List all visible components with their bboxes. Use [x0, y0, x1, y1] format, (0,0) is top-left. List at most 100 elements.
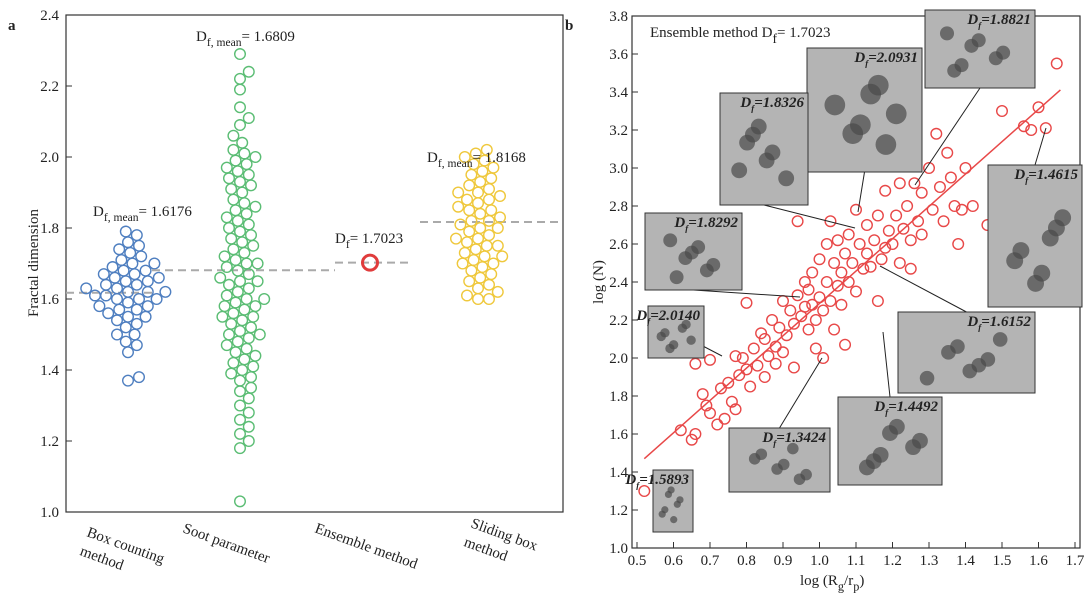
data-point — [780, 329, 793, 342]
data-point — [115, 253, 128, 266]
y-tick-label: 1.2 — [40, 434, 59, 450]
data-point — [700, 399, 713, 412]
y-tick-label: 1.0 — [40, 505, 59, 521]
data-point — [751, 359, 764, 372]
data-point — [828, 323, 841, 336]
data-point — [233, 385, 246, 398]
data-point — [233, 399, 246, 412]
data-point — [119, 335, 132, 348]
data-point — [231, 335, 244, 348]
text-part: D — [966, 314, 978, 330]
data-point — [948, 199, 961, 212]
plot-frame — [65, 14, 564, 513]
data-point — [465, 264, 478, 277]
data-point — [711, 418, 724, 431]
x-tick-label: 1.0 — [810, 553, 829, 569]
y-tick-label: 1.8 — [40, 221, 59, 237]
data-point — [244, 179, 257, 192]
data-point — [831, 279, 844, 292]
data-point — [879, 184, 892, 197]
data-point — [458, 150, 471, 163]
data-point — [130, 278, 143, 291]
data-point — [729, 350, 742, 363]
data-point — [494, 190, 507, 203]
inset-label: Df=1.6152 — [966, 314, 1031, 332]
data-point — [758, 333, 771, 346]
data-point — [119, 225, 132, 238]
data-point — [480, 239, 493, 252]
data-point — [233, 324, 246, 337]
data-point — [240, 342, 253, 355]
inset-particle — [691, 240, 706, 255]
data-point — [744, 380, 757, 393]
data-point — [148, 257, 161, 270]
data-point — [824, 215, 837, 228]
pointer-line — [779, 357, 823, 429]
inset-image — [647, 305, 705, 359]
data-point — [463, 179, 476, 192]
data-point — [240, 293, 253, 306]
data-point — [483, 182, 496, 195]
pointer-line — [693, 289, 801, 298]
panel-label: a — [8, 18, 16, 34]
data-point — [952, 237, 965, 250]
data-point — [846, 257, 859, 270]
data-point — [1032, 101, 1045, 114]
data-point — [463, 225, 476, 238]
data-point — [128, 268, 141, 281]
data-point — [472, 232, 485, 245]
data-point — [787, 361, 800, 374]
data-point — [483, 193, 496, 206]
data-point — [893, 257, 906, 270]
data-point — [99, 289, 112, 302]
inset-label: Df=1.8292 — [673, 215, 738, 233]
data-point — [806, 298, 819, 311]
text-part: =2.0931 — [868, 50, 918, 66]
data-point — [233, 101, 246, 114]
data-point — [824, 295, 837, 308]
y-tick-label: 1.8 — [609, 389, 628, 405]
y-tick-label: 1.0 — [609, 541, 628, 557]
data-point — [813, 253, 826, 266]
data-point — [227, 307, 240, 320]
inset-particle — [764, 144, 781, 161]
data-point — [450, 232, 463, 245]
text-part: ) — [859, 573, 864, 589]
data-point — [472, 186, 485, 199]
category-label: Soot parameter — [181, 521, 272, 567]
data-point — [472, 282, 485, 295]
y-tick-label: 2.2 — [40, 79, 59, 95]
data-point — [132, 293, 145, 306]
data-point — [467, 253, 480, 266]
data-point — [113, 303, 126, 316]
text-part: = 1.7023 — [350, 231, 403, 247]
inset-particle — [670, 516, 678, 524]
data-point — [227, 356, 240, 369]
data-point — [132, 371, 145, 384]
data-point — [718, 412, 731, 425]
data-point — [725, 395, 738, 408]
data-point — [240, 257, 253, 270]
x-tick-label: 0.6 — [664, 553, 683, 569]
category-label: Ensemble method — [313, 521, 420, 573]
data-point — [121, 346, 134, 359]
y-tick-label: 3.8 — [609, 9, 628, 25]
data-point — [842, 228, 855, 241]
text-part: = 1.8168 — [472, 150, 525, 166]
data-point — [955, 203, 968, 216]
data-point — [461, 193, 474, 206]
text-part: = 1.7023 — [777, 25, 830, 41]
x-tick-label: 1.5 — [993, 553, 1012, 569]
data-point — [461, 289, 474, 302]
pointer-line — [763, 204, 856, 229]
subscript: g — [838, 579, 844, 593]
data-point — [220, 261, 233, 274]
text-part: =2.0140 — [650, 308, 700, 324]
data-point — [904, 234, 917, 247]
y-tick-label: 2.0 — [40, 150, 59, 166]
data-point — [106, 261, 119, 274]
data-point — [857, 262, 870, 275]
data-point — [835, 298, 848, 311]
data-point — [496, 250, 509, 263]
data-point — [124, 246, 137, 259]
